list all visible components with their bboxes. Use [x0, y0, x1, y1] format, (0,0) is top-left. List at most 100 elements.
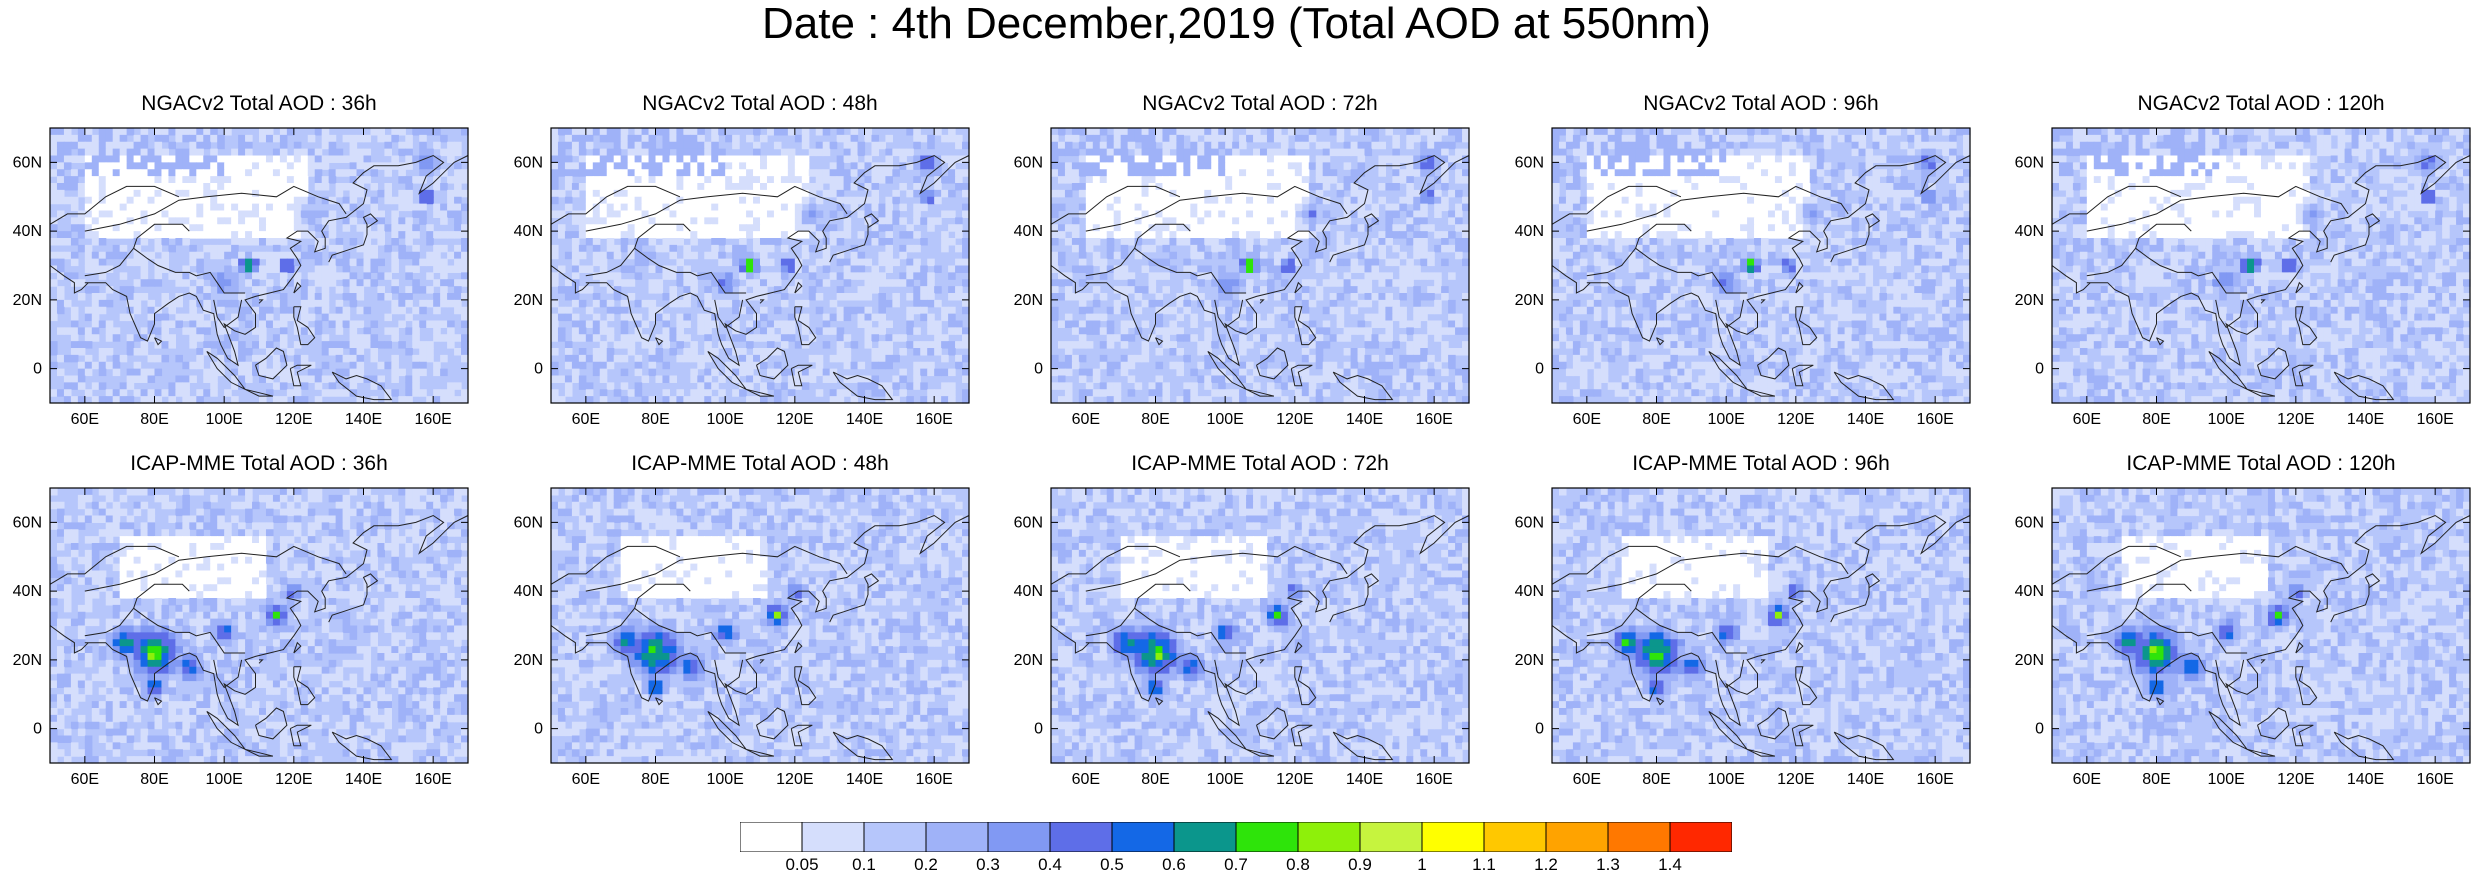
lat-tick-label: 40N — [1014, 223, 1043, 240]
lat-tick-label: 0 — [2035, 361, 2044, 378]
colorbar-label: 0.05 — [777, 855, 827, 875]
lon-tick-label: 60E — [572, 411, 600, 428]
lon-tick-label: 160E — [1415, 771, 1452, 788]
colorbar-label: 0.2 — [901, 855, 951, 875]
colorbar-swatch — [988, 822, 1050, 852]
lat-tick-label: 40N — [1515, 583, 1544, 600]
lat-tick-label: 20N — [1014, 292, 1043, 309]
colorbar-swatch — [1050, 822, 1112, 852]
lat-tick-label: 60N — [1515, 154, 1544, 171]
colorbar-swatch — [1670, 822, 1732, 852]
lon-tick-label: 100E — [1707, 411, 1744, 428]
lat-tick-label: 60N — [2015, 514, 2044, 531]
lat-tick-label: 60N — [1014, 514, 1043, 531]
lon-tick-label: 80E — [1642, 411, 1670, 428]
lon-tick-label: 120E — [275, 411, 312, 428]
lat-tick-label: 0 — [33, 721, 42, 738]
lon-tick-label: 80E — [1141, 771, 1169, 788]
lat-tick-label: 20N — [514, 652, 543, 669]
lon-tick-label: 80E — [641, 411, 669, 428]
lat-tick-label: 40N — [13, 583, 42, 600]
panel-title: NGACv2 Total AOD : 48h — [531, 92, 989, 116]
lon-tick-label: 160E — [915, 771, 952, 788]
lon-tick-label: 120E — [2277, 771, 2314, 788]
colorbar-swatch — [1422, 822, 1484, 852]
lon-tick-label: 60E — [2073, 771, 2101, 788]
lon-tick-label: 160E — [915, 411, 952, 428]
lat-tick-label: 40N — [1014, 583, 1043, 600]
panel-title: NGACv2 Total AOD : 96h — [1532, 92, 1990, 116]
lat-tick-label: 0 — [1535, 361, 1544, 378]
lat-tick-label: 20N — [1014, 652, 1043, 669]
lon-tick-label: 160E — [1916, 411, 1953, 428]
lon-tick-label: 140E — [846, 771, 883, 788]
colorbar-label: 1.1 — [1459, 855, 1509, 875]
colorbar-swatch — [864, 822, 926, 852]
lon-tick-label: 100E — [1206, 411, 1243, 428]
panel-title: NGACv2 Total AOD : 36h — [30, 92, 488, 116]
lon-tick-label: 120E — [275, 771, 312, 788]
lon-tick-label: 140E — [1847, 411, 1884, 428]
lat-tick-label: 0 — [1034, 361, 1043, 378]
lon-tick-label: 80E — [1642, 771, 1670, 788]
lon-tick-label: 120E — [776, 411, 813, 428]
lon-tick-label: 100E — [706, 411, 743, 428]
lat-tick-label: 20N — [13, 292, 42, 309]
lon-tick-label: 100E — [2207, 771, 2244, 788]
colorbar-swatch — [1546, 822, 1608, 852]
lon-tick-label: 60E — [1072, 411, 1100, 428]
panel-title: ICAP-MME Total AOD : 96h — [1532, 452, 1990, 476]
lat-tick-label: 20N — [514, 292, 543, 309]
lat-tick-label: 60N — [1014, 154, 1043, 171]
lon-tick-label: 80E — [641, 771, 669, 788]
lat-tick-label: 40N — [2015, 583, 2044, 600]
lat-tick-label: 20N — [1515, 652, 1544, 669]
lon-tick-label: 160E — [1415, 411, 1452, 428]
panel-title: ICAP-MME Total AOD : 36h — [30, 452, 488, 476]
lon-tick-label: 60E — [1573, 771, 1601, 788]
colorbar-label: 1.2 — [1521, 855, 1571, 875]
panel-title: NGACv2 Total AOD : 72h — [1031, 92, 1489, 116]
lat-tick-label: 0 — [33, 361, 42, 378]
lon-tick-label: 60E — [71, 411, 99, 428]
lat-tick-label: 0 — [1535, 721, 1544, 738]
colorbar-swatch — [1360, 822, 1422, 852]
lon-tick-label: 140E — [345, 411, 382, 428]
lat-tick-label: 60N — [13, 514, 42, 531]
lat-tick-label: 40N — [1515, 223, 1544, 240]
colorbar-label: 1.4 — [1645, 855, 1695, 875]
lat-tick-label: 60N — [13, 154, 42, 171]
lat-tick-label: 40N — [514, 223, 543, 240]
colorbar-label: 0.9 — [1335, 855, 1385, 875]
lat-tick-label: 20N — [2015, 652, 2044, 669]
figure-title: Date : 4th December,2019 (Total AOD at 5… — [0, 0, 2473, 48]
lon-tick-label: 140E — [2347, 771, 2384, 788]
colorbar-label: 1 — [1397, 855, 1447, 875]
lon-tick-label: 160E — [414, 771, 451, 788]
aod-colorbar — [740, 822, 1732, 852]
lon-tick-label: 80E — [2142, 771, 2170, 788]
lon-tick-label: 160E — [2416, 771, 2453, 788]
lat-tick-label: 20N — [1515, 292, 1544, 309]
lon-tick-label: 60E — [572, 771, 600, 788]
lon-tick-label: 60E — [71, 771, 99, 788]
colorbar-swatch — [1298, 822, 1360, 852]
colorbar-label: 0.5 — [1087, 855, 1137, 875]
colorbar-label: 0.7 — [1211, 855, 1261, 875]
lat-tick-label: 0 — [2035, 721, 2044, 738]
lon-tick-label: 60E — [1072, 771, 1100, 788]
lon-tick-label: 140E — [1346, 411, 1383, 428]
lon-tick-label: 140E — [2347, 411, 2384, 428]
colorbar-label: 0.1 — [839, 855, 889, 875]
lat-tick-label: 60N — [2015, 154, 2044, 171]
lat-tick-label: 0 — [534, 361, 543, 378]
